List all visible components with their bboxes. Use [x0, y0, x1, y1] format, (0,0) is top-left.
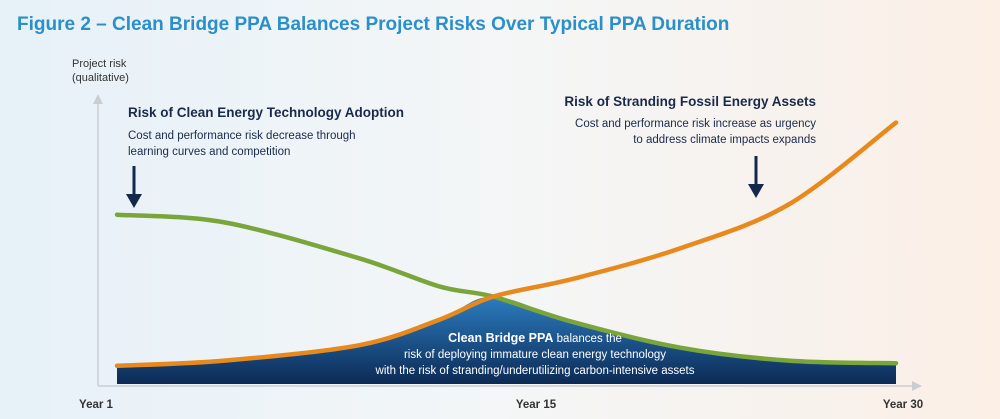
right-annotation-heading: Risk of Stranding Fossil Energy Assets: [564, 94, 816, 109]
x-tick-label: Year 30: [883, 399, 923, 411]
figure-title: Figure 2 – Clean Bridge PPA Balances Pro…: [17, 14, 730, 35]
down-arrow-icon: [126, 166, 142, 208]
clean-bridge-ppa-area: [117, 296, 896, 384]
center-annotation-bold: Clean Bridge PPA: [448, 331, 553, 345]
center-annotation-line-2: risk of deploying immature clean energy …: [404, 349, 666, 361]
left-annotation-body: Cost and performance risk decrease throu…: [128, 130, 356, 142]
x-tick-label: Year 15: [516, 399, 557, 411]
series-line-fossil: [114, 120, 899, 369]
center-annotation-line-1: Clean Bridge PPA balances the: [448, 331, 622, 345]
x-tick-label: Year 1: [79, 399, 113, 411]
left-annotation-body: learning curves and competition: [128, 146, 290, 158]
center-annotation-line-3: with the risk of stranding/underutilizin…: [375, 365, 695, 377]
right-annotation-body: to address climate impacts expands: [633, 134, 816, 146]
x-axis-arrowhead: [912, 381, 922, 391]
right-annotation-body: Cost and performance risk increase as ur…: [575, 118, 816, 130]
left-annotation-heading: Risk of Clean Energy Technology Adoption: [128, 105, 404, 120]
y-axis-arrowhead: [93, 94, 103, 104]
y-axis-label-line-1: Project risk: [72, 58, 127, 70]
y-axis-label-line-2: (qualitative): [72, 72, 129, 84]
down-arrow-icon: [748, 156, 764, 198]
